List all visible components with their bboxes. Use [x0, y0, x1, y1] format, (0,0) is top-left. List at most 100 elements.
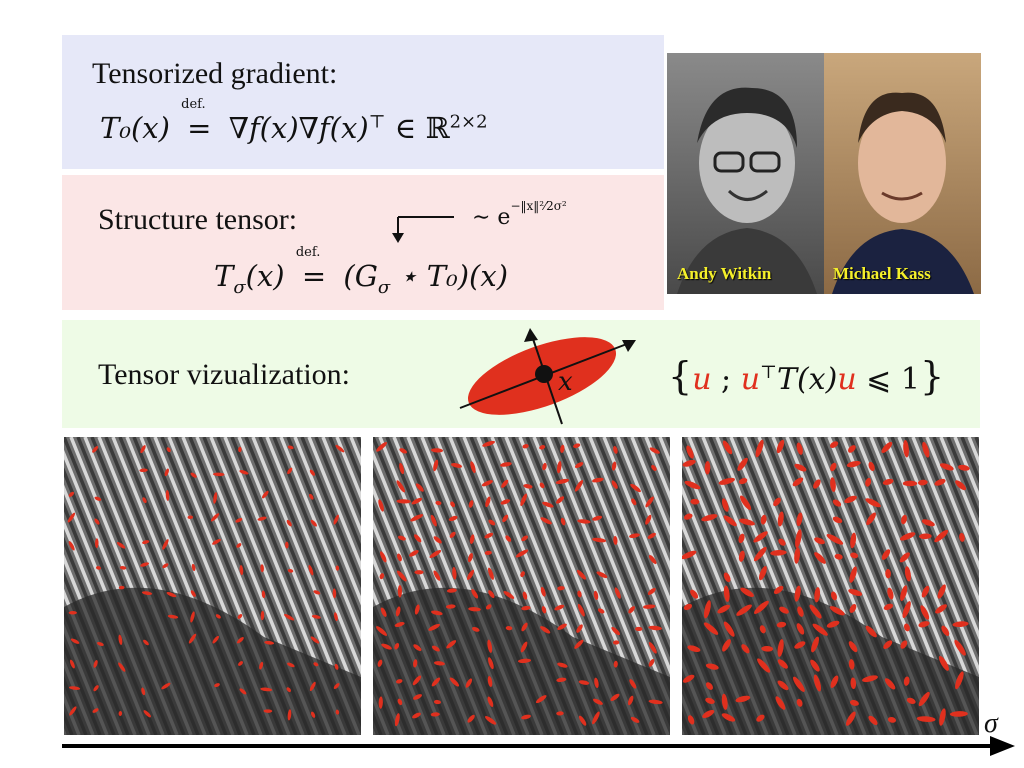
- tensor-glyph: [737, 457, 748, 471]
- tensor-glyph: [238, 661, 243, 666]
- tensor-glyph: [236, 543, 242, 548]
- tensor-glyph: [430, 514, 437, 527]
- tensor-glyph: [557, 586, 565, 591]
- tensor-glyph: [467, 569, 475, 580]
- tensor-glyph: [952, 621, 969, 628]
- caption-left: Andy Witkin: [677, 264, 772, 283]
- tensor-glyph: [191, 563, 196, 572]
- tensor-glyph: [535, 695, 547, 704]
- structure-lhs-arg: (x): [245, 259, 285, 293]
- tensor-glyph: [521, 622, 528, 632]
- tensor-glyph: [740, 587, 754, 597]
- tensor-glyph: [738, 533, 745, 544]
- tensor-glyph: [143, 710, 151, 718]
- tensor-glyph: [848, 659, 855, 670]
- tensor-glyph: [849, 699, 859, 706]
- tensor-glyph: [161, 682, 171, 690]
- tensor-glyph: [431, 645, 440, 652]
- tensor-glyph: [395, 606, 401, 617]
- def-label: def.: [181, 97, 206, 112]
- tensor-glyph: [741, 644, 750, 654]
- tensor-glyph: [954, 639, 966, 656]
- tensor-glyph: [796, 698, 803, 707]
- tensor-glyph: [517, 658, 532, 664]
- portrait-right: [824, 53, 981, 294]
- tensor-glyph: [814, 587, 821, 603]
- tensor-glyph: [235, 518, 243, 523]
- tensor-glyph: [560, 444, 565, 453]
- tensor-glyph: [922, 441, 930, 458]
- tensor-glyph: [718, 477, 735, 485]
- tensor-glyph: [96, 641, 104, 647]
- tensor-glyph: [690, 498, 700, 505]
- tensor-glyph: [68, 610, 77, 615]
- tensor-glyph: [190, 472, 197, 478]
- tensor-glyph: [500, 462, 512, 467]
- tensor-glyph: [902, 601, 911, 619]
- tensor-glyph: [647, 532, 656, 539]
- tensor-glyph: [554, 604, 565, 611]
- tensor-glyph: [118, 634, 123, 645]
- tensor-glyph: [335, 444, 345, 453]
- tensor-glyph: [238, 446, 242, 453]
- kernel-exponent: −‖x‖²⁄2σ²: [510, 199, 567, 213]
- tensor-glyph: [955, 671, 964, 690]
- tensor-glyph: [738, 550, 745, 562]
- convolution-g-sub: σ: [377, 276, 391, 298]
- tensor-glyph: [471, 589, 479, 599]
- tensor-glyph: [830, 591, 838, 601]
- tensor-glyph: [560, 517, 566, 526]
- tensor-glyph: [397, 698, 403, 706]
- tensor-glyph: [635, 626, 643, 632]
- tensor-glyph: [934, 478, 946, 486]
- tensor-glyph: [165, 490, 170, 501]
- tensor-glyph: [900, 640, 908, 649]
- tensor-glyph: [628, 606, 635, 614]
- tensor-glyph: [377, 659, 383, 667]
- tensor-glyph: [770, 549, 787, 556]
- tensor-glyph: [521, 535, 529, 542]
- tensor-glyph: [410, 514, 424, 522]
- tensor-glyph: [67, 512, 76, 523]
- tensor-glyph: [777, 639, 784, 657]
- tensor-glyph: [882, 478, 894, 486]
- set-open-brace: {: [668, 354, 693, 398]
- tensor-glyph: [848, 641, 858, 653]
- set-u1: u: [692, 362, 712, 397]
- tensor-glyph: [739, 495, 752, 511]
- tensor-glyph: [139, 468, 148, 473]
- tensor-glyph: [488, 657, 494, 670]
- tensor-glyph: [470, 461, 476, 474]
- tensor-glyph: [428, 623, 441, 631]
- tensor-glyph: [260, 687, 273, 692]
- tensor-glyph: [949, 711, 968, 717]
- tensor-glyph: [415, 483, 424, 492]
- tensor-glyph: [773, 585, 784, 595]
- tensor-glyph: [592, 515, 603, 521]
- tensor-glyph: [167, 614, 179, 619]
- tensor-glyph: [379, 551, 387, 563]
- tensor-glyph: [829, 606, 845, 616]
- tensor-glyph: [959, 532, 965, 542]
- tensor-glyph: [118, 711, 123, 717]
- tensor-glyph: [755, 439, 764, 458]
- tensor-glyph: [887, 587, 894, 600]
- tensor-glyph: [796, 442, 803, 455]
- tensor-glyph: [903, 440, 909, 458]
- tensor-glyph: [899, 532, 916, 541]
- tensor-glyph: [593, 590, 599, 600]
- tensor-glyph: [760, 514, 767, 525]
- tensor-glyph: [332, 588, 337, 599]
- tensor-glyph: [68, 540, 75, 551]
- tensor-glyph: [467, 552, 473, 563]
- tensor-glyph: [794, 463, 807, 472]
- tensor-glyph: [557, 623, 567, 630]
- tensor-glyph: [542, 462, 547, 471]
- tensor-glyph: [433, 570, 441, 581]
- tensor-glyph: [435, 500, 442, 506]
- tensor-glyph: [521, 605, 531, 611]
- tensor-glyph: [830, 675, 839, 688]
- tensor-glyph: [397, 535, 406, 541]
- tensor-glyph: [812, 623, 828, 636]
- tensor-glyph: [721, 693, 728, 710]
